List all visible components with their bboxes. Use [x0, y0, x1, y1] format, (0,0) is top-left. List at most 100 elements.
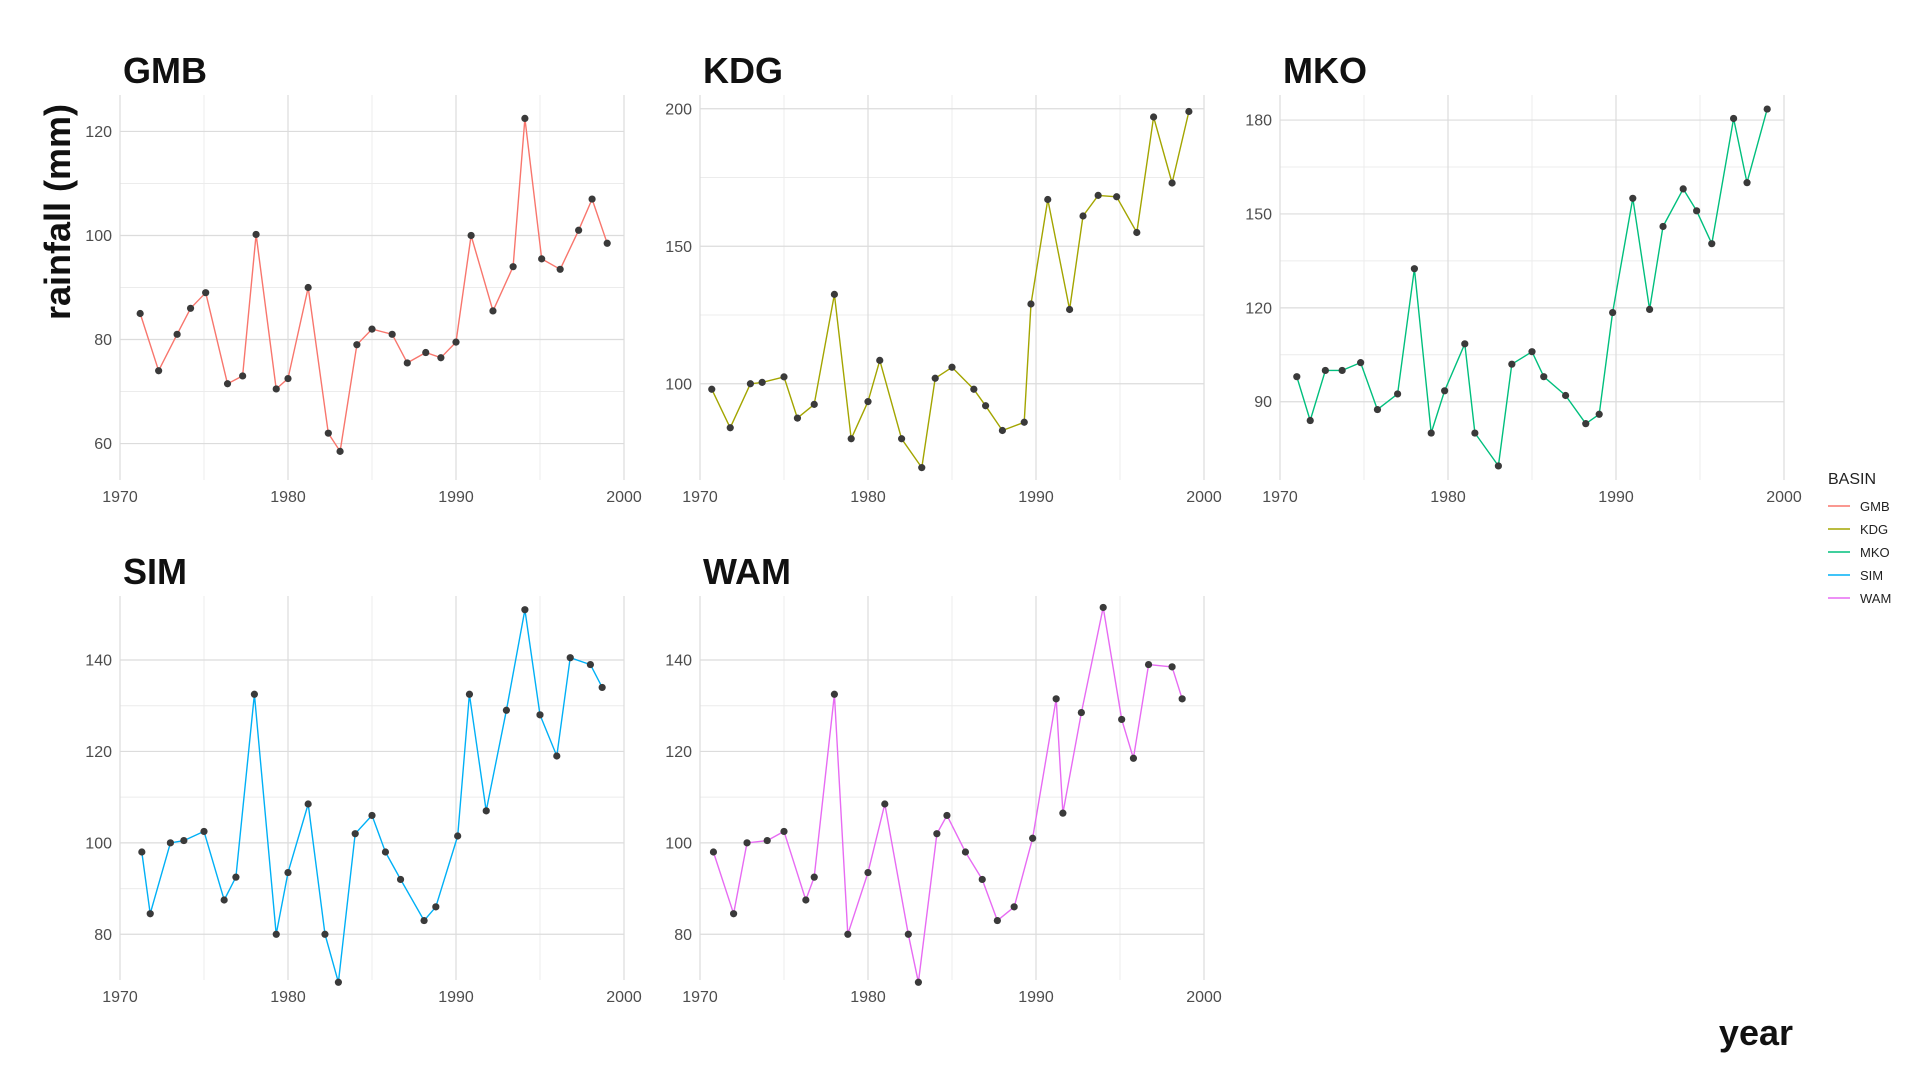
y-tick-label: 120 [85, 124, 112, 141]
y-tick-label: 200 [665, 101, 692, 118]
data-point-kdg [918, 464, 926, 472]
data-point-sim [482, 807, 490, 815]
y-tick-label: 120 [85, 744, 112, 761]
x-tick-label: 2000 [606, 489, 642, 506]
data-point-mko [1743, 179, 1751, 187]
data-point-sim [396, 875, 405, 884]
data-point-sim [432, 903, 440, 911]
data-point-mko [1693, 207, 1701, 215]
data-point-kdg [847, 435, 855, 443]
y-tick-label: 100 [665, 376, 692, 393]
x-tick-label: 1990 [1018, 489, 1054, 506]
legend-entry-gmb: GMB [1828, 499, 1890, 514]
data-point-gmb [284, 374, 292, 383]
data-point-sim [321, 930, 329, 938]
data-point-wam [1010, 903, 1018, 911]
data-point-gmb [509, 263, 517, 271]
data-point-kdg [780, 373, 788, 381]
y-tick-label: 100 [85, 835, 112, 852]
legend-entry-kdg: KDG [1828, 522, 1888, 537]
data-point-wam [730, 910, 738, 918]
data-point-wam [943, 811, 951, 820]
data-point-mko [1357, 359, 1365, 367]
data-point-gmb [324, 429, 332, 437]
x-tick-label: 1970 [682, 489, 718, 506]
data-point-sim [272, 930, 280, 938]
data-point-kdg [1079, 212, 1087, 220]
data-point-kdg [876, 356, 884, 364]
data-point-gmb [223, 380, 232, 388]
data-point-mko [1730, 114, 1738, 123]
panel-mko: 1970 1980 1990 2000 90 120 150 180 MKO [1245, 50, 1802, 506]
data-point-gmb [538, 255, 546, 263]
data-point-gmb [336, 447, 344, 455]
data-point-mko [1679, 185, 1687, 193]
data-point-gmb [252, 230, 260, 239]
data-point-kdg [948, 363, 956, 371]
data-point-kdg [810, 400, 818, 408]
data-point-sim [566, 654, 574, 662]
data-point-kdg [1133, 228, 1141, 237]
data-point-sim [166, 839, 174, 847]
y-tick-label: 90 [1254, 394, 1272, 411]
data-point-wam [810, 873, 818, 881]
legend-label-sim: SIM [1860, 568, 1883, 583]
data-point-gmb [136, 309, 144, 318]
data-point-sim [521, 606, 529, 614]
data-point-sim [454, 832, 462, 840]
data-point-wam [780, 827, 788, 836]
data-point-kdg [1094, 191, 1102, 199]
data-point-mko [1321, 366, 1329, 375]
data-point-mko [1373, 405, 1382, 414]
y-tick-label: 60 [94, 436, 112, 453]
data-point-gmb [368, 325, 376, 333]
panel-title-mko: MKO [1283, 50, 1367, 91]
data-point-mko [1394, 390, 1402, 398]
data-point-gmb [272, 385, 280, 393]
legend-entry-mko: MKO [1828, 545, 1890, 560]
data-point-wam [904, 930, 912, 938]
data-point-kdg [931, 374, 939, 382]
data-point-sim [250, 690, 258, 698]
panel-sim: 1970 1980 1990 2000 80 100 120 140 SIM [85, 551, 642, 1006]
data-point-mko [1582, 420, 1590, 428]
y-tick-label: 140 [665, 653, 692, 670]
y-tick-label: 120 [665, 744, 692, 761]
data-point-kdg [864, 398, 872, 406]
x-tick-label: 1970 [682, 989, 718, 1006]
legend: BASIN GMB KDG MKO SIM WAM [1828, 471, 1891, 606]
data-point-kdg [998, 426, 1007, 435]
data-point-gmb [353, 341, 361, 349]
y-tick-label: 100 [85, 228, 112, 245]
panel-gmb: 1970 1980 1990 2000 60 80 100 120 GMB [85, 50, 642, 506]
data-point-sim [146, 910, 154, 918]
data-point-gmb [452, 338, 460, 346]
x-tick-label: 2000 [1186, 489, 1222, 506]
x-tick-label: 2000 [606, 989, 642, 1006]
data-point-mko [1763, 105, 1771, 113]
data-point-mko [1338, 366, 1346, 375]
data-point-sim [304, 800, 312, 808]
data-point-mko [1410, 265, 1418, 273]
x-tick-label: 2000 [1766, 489, 1802, 506]
data-point-wam [993, 916, 1001, 925]
data-point-mko [1540, 373, 1548, 381]
x-tick-label: 1990 [438, 989, 474, 1006]
data-point-gmb [422, 348, 430, 357]
data-point-gmb [489, 307, 497, 315]
data-point-kdg [982, 402, 990, 410]
data-point-mko [1293, 373, 1301, 381]
data-point-kdg [793, 414, 802, 422]
data-point-kdg [1044, 195, 1052, 204]
x-tick-label: 1970 [1262, 489, 1298, 506]
legend-entry-sim: SIM [1828, 568, 1883, 583]
panel-title-gmb: GMB [123, 50, 207, 91]
data-point-sim [465, 690, 474, 698]
data-point-gmb [304, 283, 312, 292]
data-point-mko [1609, 308, 1617, 317]
data-point-gmb [388, 330, 396, 338]
data-point-gmb [521, 114, 529, 123]
data-point-kdg [1168, 179, 1176, 187]
data-point-kdg [708, 385, 716, 393]
